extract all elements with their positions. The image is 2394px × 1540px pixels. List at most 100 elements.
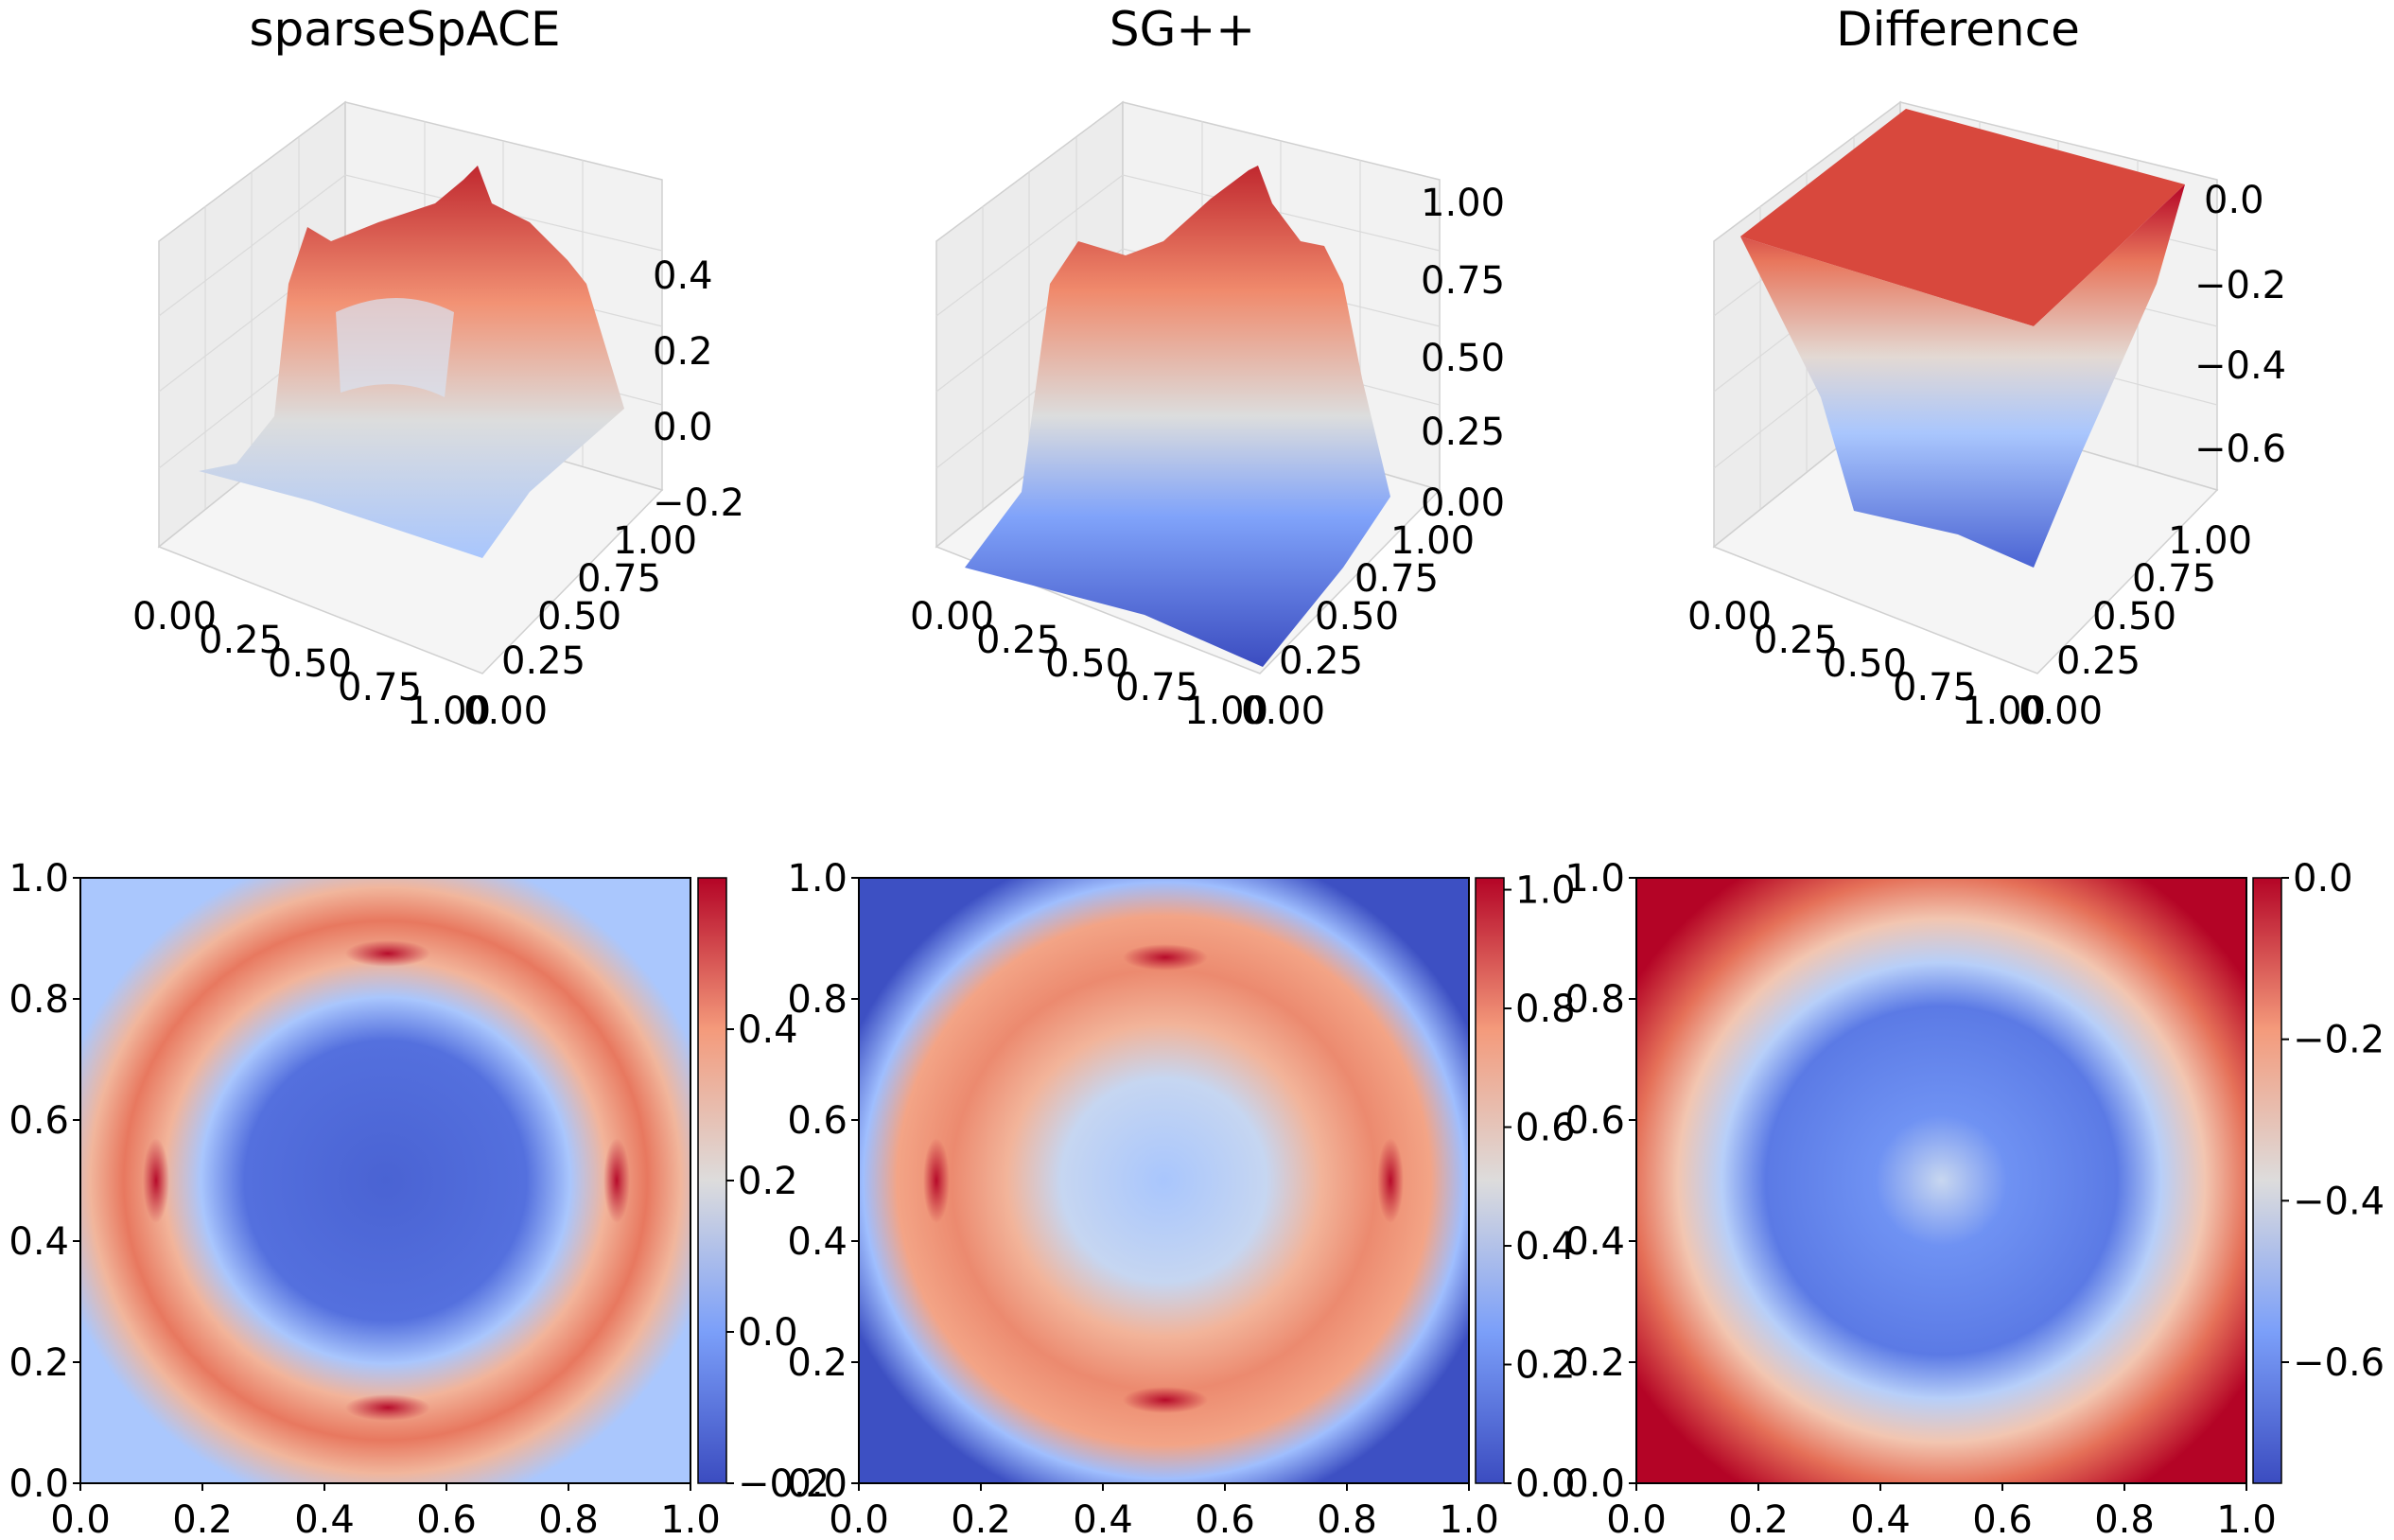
y-tick-label: 0.4 [787,1220,848,1264]
x-tick: 0.25 [199,619,283,662]
y-tick-label: 0.2 [787,1341,848,1385]
x-tick-label: 0.6 [416,1498,477,1540]
surface-mesh [1740,184,2185,568]
colorbar-tick-label: 0.2 [738,1160,798,1203]
x-tick-label: 0.4 [1073,1498,1133,1540]
x-tick-label: 0.0 [50,1498,111,1540]
surface-rim [1740,109,2185,326]
x-tick-label: 1.0 [1439,1498,1499,1540]
colorbar-tick-label: 0.4 [1515,1225,1576,1269]
colorbar-tick-label: 0.6 [1515,1107,1576,1150]
y-tick: 0.50 [2092,595,2176,639]
y-tick-label: 0.6 [1564,1099,1625,1143]
x-tick-label: 1.0 [2216,1498,2277,1540]
y-tick-label: 0.0 [787,1462,848,1506]
panel-title: SG++ [1110,2,1255,57]
hotspot [143,1138,169,1223]
surface-panel-sparsespace: sparseSpACE 0.4 0.2 0.0 −0.2 0.00 [132,2,744,733]
colorbar-tick-label: 1.0 [1515,869,1576,913]
y-tick-label: 0.0 [1564,1462,1625,1506]
y-tick: 0.00 [1241,690,1325,733]
heatmap-panel-difference [1635,877,2282,1484]
hotspot [1123,1387,1208,1413]
z-axis-ticks: 1.00 0.75 0.50 0.25 0.00 [1421,182,1505,525]
z-tick: 1.00 [1421,182,1505,225]
x-tick: 0.50 [268,642,352,686]
hotspot [1377,1138,1404,1223]
x-tick: 1.00 [407,690,491,733]
hotspot [603,1138,630,1223]
y-tick: 1.00 [613,519,697,563]
y-tick-label: 1.0 [787,857,848,901]
x-tick: 0.25 [1754,619,1838,662]
hotspot [1123,944,1208,971]
y-tick: 0.75 [577,557,661,601]
z-tick: 0.0 [653,406,713,449]
y-tick: 0.00 [463,690,548,733]
z-tick: −0.4 [2194,344,2286,388]
colorbar [1475,877,1505,1484]
plot-frame [1635,877,2247,1484]
colorbar-tick-label: 0.4 [738,1008,798,1052]
x-tick-label: 0.8 [538,1498,599,1540]
y-tick: 1.00 [2168,519,2252,563]
hotspot [345,940,430,967]
y-tick: 0.25 [501,639,585,683]
y-tick: 0.00 [2018,690,2103,733]
y-tick-label: 0.4 [1564,1220,1625,1264]
y-tick: 0.50 [537,595,621,639]
surface-plots: sparseSpACE 0.4 0.2 0.0 −0.2 0.00 [132,2,2286,733]
x-axis-ticks: 0.00 0.25 0.50 0.75 1.00 [132,595,491,733]
y-tick: 0.25 [2056,639,2141,683]
heatmap-plots: 0.0 0.2 0.4 0.6 0.8 1.0 0.0 0.2 0.4 0.6 0.8 1.0 −0.2… [9,857,2385,1540]
y-tick-label: 0.2 [9,1341,69,1385]
y-tick: 0.75 [1354,557,1439,601]
y-tick: 0.75 [2132,557,2216,601]
surface-panel-sgpp: SG++ 1.00 0.75 0.50 0.25 0.00 0.00 0.25 [910,2,1505,733]
z-tick: −0.2 [2194,264,2286,307]
colorbar-tick-label: −0.2 [738,1462,830,1506]
x-tick: 1.00 [1962,690,2046,733]
plot-frame [79,877,691,1484]
hotspot [923,1138,950,1223]
surface-panel-difference: Difference 0.0 −0.2 −0.4 −0.6 0.00 0.25 [1687,2,2286,733]
colorbar [2252,877,2282,1484]
y-tick-label: 0.8 [1564,978,1625,1022]
z-tick: 0.4 [653,254,713,298]
x-axis-ticks: 0.00 0.25 0.50 0.75 1.00 [910,595,1268,733]
x-tick: 0.75 [1115,666,1199,709]
x-tick: 0.00 [132,595,217,639]
x-tick: 0.25 [976,619,1060,662]
x-tick-label: 0.6 [1972,1498,2033,1540]
x-tick-label: 0.8 [2094,1498,2155,1540]
heatmap-image [1636,878,2246,1483]
z-axis-ticks: 0.0 −0.2 −0.4 −0.6 [2194,179,2286,471]
surface-dip [336,298,454,397]
heatmap-panel-sparsespace [79,877,727,1484]
colorbar-tick-label: 0.8 [1515,988,1576,1031]
y-tick-label: 0.2 [1564,1341,1625,1385]
y-tick-label: 1.0 [9,857,69,901]
y-tick-label: 0.8 [787,978,848,1022]
x-tick-label: 0.8 [1317,1498,1377,1540]
surface-mesh [965,166,1390,667]
x-tick-label: 0.2 [172,1498,233,1540]
y-tick-label: 0.4 [9,1220,69,1264]
y-axis-ticks: 0.00 0.25 0.50 0.75 1.00 [2018,519,2252,733]
colorbar-tick-label: −0.6 [2293,1341,2385,1385]
y-tick-label: 0.8 [9,978,69,1022]
heatmap-panel-sgpp [858,877,1505,1484]
y-tick-label: 1.0 [1564,857,1625,901]
z-tick: 0.50 [1421,337,1505,380]
y-tick: 0.25 [1279,639,1363,683]
y-axis-ticks: 0.00 0.25 0.50 0.75 1.00 [463,519,697,733]
heatmap-image [80,878,690,1483]
y-tick-label: 0.6 [9,1099,69,1143]
x-tick-label: 0.4 [294,1498,355,1540]
colorbar-tick-label: −0.2 [2293,1019,2385,1062]
colorbar [697,877,727,1484]
z-tick: −0.6 [2194,428,2286,471]
z-tick: 0.2 [653,330,713,374]
z-tick: 0.00 [1421,481,1505,525]
colorbar-tick-label: 0.0 [1515,1462,1576,1506]
